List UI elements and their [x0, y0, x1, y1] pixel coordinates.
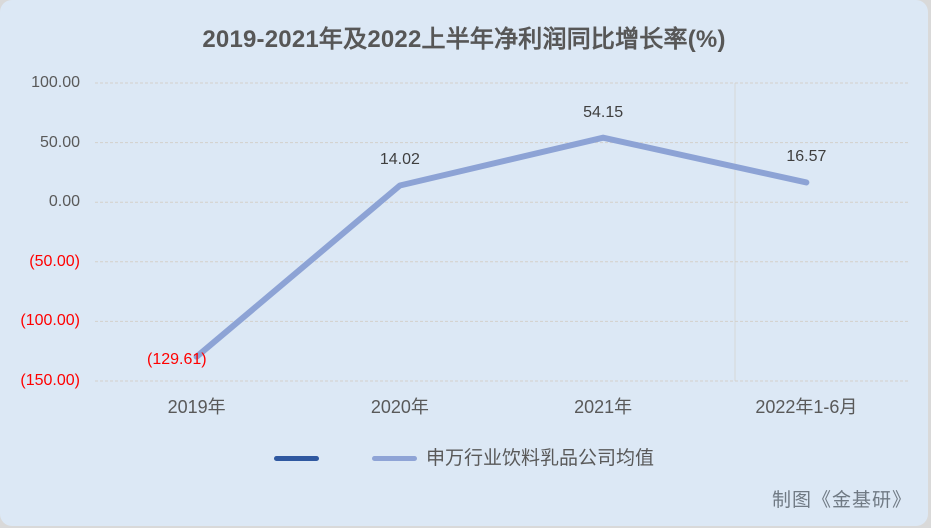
legend-entry: 申万行业饮料乳品公司均值 [371, 447, 654, 470]
credit-text: 制图《金基研》 [771, 490, 912, 511]
legend-swatch [371, 456, 417, 461]
data-label: 54.15 [583, 103, 624, 121]
legend-entry [273, 456, 342, 461]
y-axis-tick-label: 0.00 [48, 193, 80, 211]
y-axis-tick-label: 100.00 [31, 74, 80, 91]
chart-title: 2019-2021年及2022上半年净利润同比增长率(%) [202, 26, 726, 53]
series-line [193, 134, 810, 360]
data-label: 14.02 [379, 151, 420, 169]
chart-legend: 申万行业饮料乳品公司均值 [0, 447, 928, 470]
y-axis-tick-label: (150.00) [20, 372, 80, 389]
y-axis-tick-label: (100.00) [20, 312, 80, 330]
data-label: 16.57 [786, 148, 827, 166]
x-axis-label: 2022年1-6月 [755, 397, 858, 417]
x-axis-label: 2021年 [574, 397, 633, 417]
legend-swatch [273, 456, 319, 461]
y-axis-tick-label: 50.00 [39, 133, 80, 151]
y-axis-tick-label: (50.00) [29, 252, 80, 270]
data-label: (129.61) [147, 350, 207, 368]
legend-label: 申万行业饮料乳品公司均值 [425, 448, 654, 469]
x-axis-label: 2020年 [370, 397, 429, 417]
x-axis-label: 2019年 [167, 397, 226, 417]
